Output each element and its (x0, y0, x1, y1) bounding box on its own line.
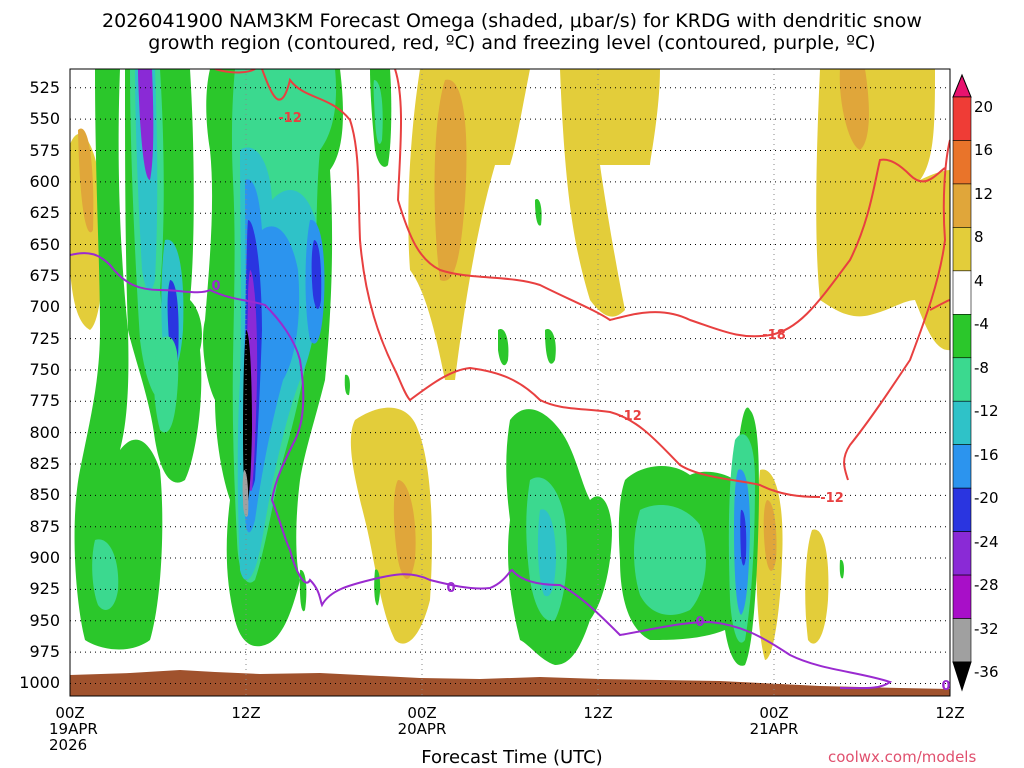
negative-omega-shading (74, 69, 844, 666)
y-tick-label: 775 (29, 391, 60, 411)
colorbar-label: 12 (974, 184, 994, 203)
colorbar (952, 73, 972, 692)
dgz-contour-top-left (214, 69, 256, 74)
y-tick-label: 950 (29, 610, 60, 630)
y-tick-label: 825 (29, 454, 60, 473)
colorbar-segment (952, 618, 972, 663)
colorbar-segment (952, 444, 972, 489)
y-tick-label: 975 (29, 642, 60, 662)
y-tick-label: 700 (29, 297, 60, 317)
plot-area (70, 69, 950, 696)
y-tick-label: 625 (29, 203, 60, 223)
colorbar-label: -28 (974, 576, 999, 595)
y-tick-label: 575 (29, 140, 60, 160)
credit-text: coolwx.com/models (828, 748, 977, 766)
colorbar-label: -36 (974, 663, 999, 681)
x-tick-label: 12Z (583, 704, 613, 722)
colorbar-label: 4 (974, 271, 984, 290)
colorbar-label: -20 (974, 489, 999, 508)
y-tick-label: 900 (29, 548, 60, 568)
freezing-level-contour (70, 252, 893, 690)
colorbar-label: 20 (974, 98, 994, 116)
colorbar-segment (952, 487, 972, 532)
y-tick-label: 675 (29, 265, 60, 285)
dgz-label-2: -18 (762, 328, 786, 343)
colorbar-segment (952, 400, 972, 445)
dgz-label-1: -12 (278, 111, 302, 126)
freezing-label-3: 0 (695, 615, 704, 630)
colorbar-label: 16 (974, 141, 994, 160)
x-axis-title: Forecast Time (UTC) (421, 747, 603, 768)
colorbar-label: -4 (974, 315, 989, 334)
x-tick-label: 00Z 21APR (749, 704, 799, 738)
dgz-contour-right-upper (929, 299, 950, 311)
freezing-label-4: 0 (941, 679, 950, 694)
y-tick-label: 525 (29, 77, 60, 97)
x-tick-label: 00Z 19APR 2026 (49, 704, 98, 754)
colorbar-segment (952, 140, 972, 185)
colorbar-segment (952, 183, 972, 228)
colorbar-segment (952, 270, 972, 315)
y-tick-label: 925 (29, 579, 60, 599)
y-tick-label: 600 (29, 171, 60, 191)
dgz-contour-right (843, 139, 950, 481)
dgz-contour-minus12 (261, 69, 821, 498)
colorbar-label: -24 (974, 532, 999, 551)
y-tick-label: 1000 (19, 673, 60, 693)
y-tick-label: 800 (29, 422, 60, 442)
colorbar-label: -8 (974, 358, 989, 377)
dgz-label-4: -12 (820, 491, 844, 506)
colorbar-label: -32 (974, 619, 999, 638)
colorbar-segment (952, 357, 972, 402)
colorbar-segment (952, 314, 972, 359)
y-tick-label: 725 (29, 328, 60, 348)
dgz-contour-minus18 (394, 69, 946, 338)
colorbar-label: -12 (974, 402, 999, 421)
freezing-label-1: 0 (211, 279, 220, 294)
colorbar-top-arrow (952, 73, 972, 98)
dgz-label-3: -12 (618, 409, 642, 424)
colorbar-bottom-arrow (952, 661, 972, 692)
colorbar-segment (952, 574, 972, 619)
colorbar-label: 8 (974, 228, 984, 247)
colorbar-segment (952, 531, 972, 576)
x-tick-label: 00Z 20APR (397, 704, 447, 738)
positive-omega-shading (70, 69, 950, 660)
gridlines (70, 69, 950, 696)
freezing-label-2: 0 (446, 581, 455, 596)
y-tick-label: 875 (29, 516, 60, 536)
x-tick-label: 12Z (935, 704, 965, 722)
colorbar-segment (952, 227, 972, 272)
y-tick-label: 750 (29, 359, 60, 379)
x-tick-label: 12Z (231, 704, 261, 722)
colorbar-label: -16 (974, 445, 999, 464)
colorbar-segment (952, 96, 972, 141)
chart-title-line1: 2026041900 NAM3KM Forecast Omega (shaded… (102, 10, 922, 32)
y-tick-label: 650 (29, 234, 60, 254)
chart-title-line2: growth region (contoured, red, ºC) and f… (148, 32, 876, 54)
y-tick-label: 550 (29, 109, 60, 129)
plot-frame (69, 68, 951, 697)
dgz-contours (214, 69, 950, 498)
y-tick-label: 850 (29, 485, 60, 505)
